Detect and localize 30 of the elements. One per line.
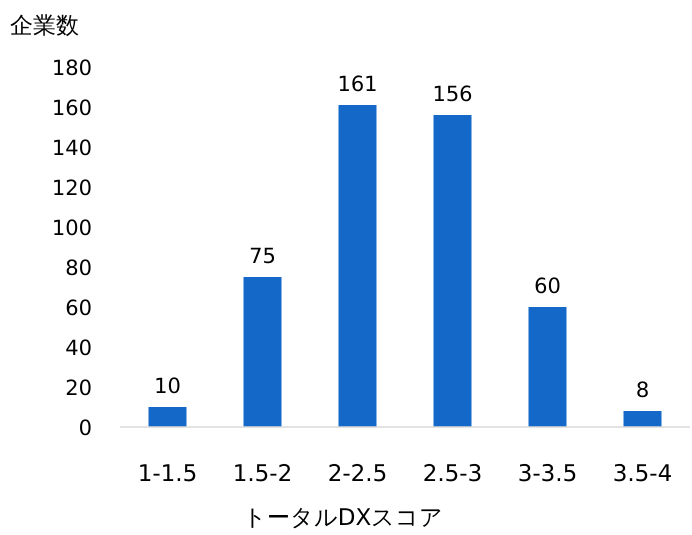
bar	[624, 411, 662, 427]
data-label: 60	[534, 274, 561, 298]
data-label: 8	[636, 378, 650, 402]
y-tick-label: 0	[78, 416, 92, 440]
x-axis-title: トータルDXスコア	[242, 505, 444, 531]
data-label: 75	[249, 244, 276, 268]
data-label: 156	[432, 82, 473, 106]
y-tick-label: 20	[65, 376, 92, 400]
bar	[244, 277, 282, 427]
y-tick-label: 100	[52, 216, 92, 240]
y-tick-label: 180	[52, 56, 92, 80]
bar	[338, 105, 376, 427]
x-tick-label: 2.5-3	[422, 461, 482, 487]
y-tick-label: 140	[52, 136, 92, 160]
data-label: 10	[154, 374, 181, 398]
bar	[148, 407, 186, 427]
y-tick-label: 160	[52, 96, 92, 120]
bar	[528, 307, 566, 427]
y-tick-label: 40	[65, 336, 92, 360]
x-tick-label: 3-3.5	[518, 461, 578, 487]
y-tick-label: 60	[65, 296, 92, 320]
y-tick-label: 80	[65, 256, 92, 280]
x-tick-label: 1-1.5	[138, 461, 198, 487]
x-tick-label: 2-2.5	[328, 461, 388, 487]
data-label: 161	[337, 72, 378, 96]
y-tick-label: 120	[52, 176, 92, 200]
y-axis-title: 企業数	[10, 13, 79, 39]
x-tick-label: 1.5-2	[232, 461, 292, 487]
bar	[434, 115, 472, 427]
x-tick-label: 3.5-4	[612, 461, 672, 487]
